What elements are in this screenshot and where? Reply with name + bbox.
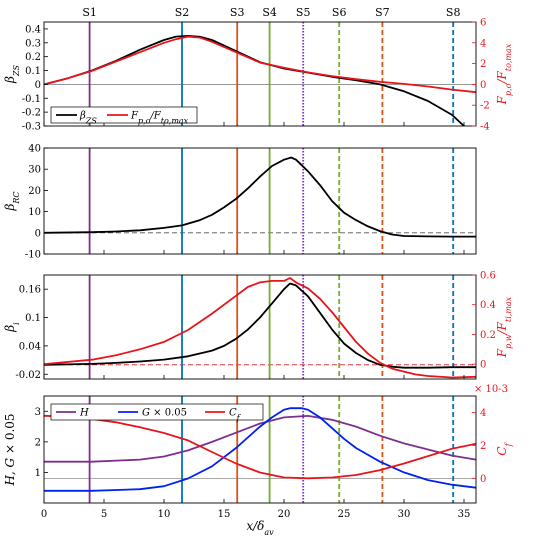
station-label: S6 (332, 6, 347, 19)
legends: βZS Fp,o/Fto,max H G × 0.05 Cf (50, 106, 264, 423)
y-tick-label: -0.3 (22, 122, 41, 133)
y2-tick-label: 6 (480, 18, 486, 29)
series-line-4-2 (44, 407, 476, 492)
y-tick-label: 30 (28, 165, 41, 176)
x-tick-label: 35 (458, 509, 471, 520)
y-tick-label: 0 (35, 228, 41, 239)
y-tick-label: 20 (28, 186, 41, 197)
y-tick-label: 40 (28, 144, 41, 155)
y2-tick-label: 0.6 (480, 271, 496, 282)
station-label: S4 (262, 6, 277, 19)
y2-tick-label: 4 (480, 408, 486, 419)
plot-frame (43, 395, 477, 504)
legend-box (50, 403, 264, 421)
series-line-3-2 (44, 277, 476, 379)
x-tick-label: 25 (338, 509, 351, 520)
y2-exponent-label: × 10-3 (474, 384, 508, 395)
series-line-1-2 (44, 35, 476, 94)
x-tick-label: 15 (218, 509, 231, 520)
x-tick-label: 5 (101, 509, 107, 520)
y-tick-label: 1 (35, 468, 41, 479)
y2-tick-label: 4 (480, 38, 486, 49)
station-label: S1 (82, 6, 97, 19)
y-axis-label: βZS (3, 64, 21, 83)
y-tick-label: 0 (35, 80, 41, 91)
y-tick-label: 0.3 (25, 38, 41, 49)
y-tick-label: 0.16 (19, 285, 41, 296)
y-tick-label: 0.4 (25, 24, 41, 35)
series-line-2-1 (44, 156, 476, 238)
legend-label: Fp,o/Fto,max (130, 111, 189, 126)
series-line-4-1 (44, 414, 476, 463)
y-tick-label: 0.2 (25, 52, 41, 63)
y2-tick-label: 0 (480, 80, 486, 91)
x-tick-label: 20 (278, 509, 291, 520)
y-tick-label: 0.04 (19, 341, 41, 352)
x-tick-label: 10 (158, 509, 171, 520)
axes: S1 S2 S3 S4 S5 S6 S7 S8 -0.3 -0.2 -0.1 0 0.1 0.2 0.3 0.… (3, 6, 513, 537)
y-tick-label: -10 (25, 250, 41, 261)
legend-panel-1: βZS Fp,o/Fto,max (50, 106, 198, 126)
plot-frame (43, 147, 477, 255)
station-label: S5 (296, 6, 311, 19)
y-axis-label: βi (3, 322, 21, 333)
y2-tick-label: 0 (480, 360, 486, 371)
y-tick-label: 3 (35, 407, 41, 418)
y2-axis-label: Cf (495, 441, 513, 455)
y2-tick-label: -2 (480, 101, 490, 112)
y-tick-label: 0.1 (25, 66, 41, 77)
data-series (44, 35, 476, 492)
y2-axis-label: Fp,o/Fto,max (495, 43, 513, 105)
y-tick-label: -0.1 (22, 94, 41, 105)
y-tick-label: -0.2 (22, 108, 41, 119)
x-tick-label: 30 (398, 509, 411, 520)
plot-frame (43, 274, 477, 380)
legend-label: Cf (229, 408, 242, 423)
station-label: S8 (446, 6, 461, 19)
station-label: S7 (375, 6, 390, 19)
y-tick-label: 10 (28, 207, 41, 218)
x-tick-label: 0 (41, 509, 47, 520)
legend-label: βZS (79, 111, 97, 126)
y-tick-label: -0.02 (15, 370, 41, 381)
series-line-3-1 (44, 282, 476, 369)
station-lines (88, 22, 455, 503)
series-line-4-3 (44, 414, 476, 480)
station-label: S3 (230, 6, 245, 19)
legend-panel-4: H G × 0.05 Cf (50, 403, 264, 423)
y2-tick-label: 2 (480, 441, 486, 452)
y2-tick-label: 0.2 (480, 330, 496, 341)
station-label: S2 (175, 6, 190, 19)
y-tick-label: 0.1 (25, 313, 41, 324)
y2-tick-label: 2 (480, 59, 486, 70)
y-axis-label: H, G × 0.05 (3, 413, 17, 486)
y2-axis-label: Fp,w/Fti,max (495, 296, 513, 358)
legend-label: H (79, 408, 89, 419)
y2-tick-label: 0.4 (480, 300, 496, 311)
x-axis-label: x/δav (246, 519, 274, 537)
plot-frame (43, 21, 477, 127)
y2-tick-label: -4 (480, 122, 490, 133)
legend-label: G × 0.05 (142, 408, 187, 419)
y-tick-label: 2 (35, 437, 41, 448)
y-axis-label: βRC (3, 191, 21, 211)
y2-tick-label: 0 (480, 474, 486, 485)
